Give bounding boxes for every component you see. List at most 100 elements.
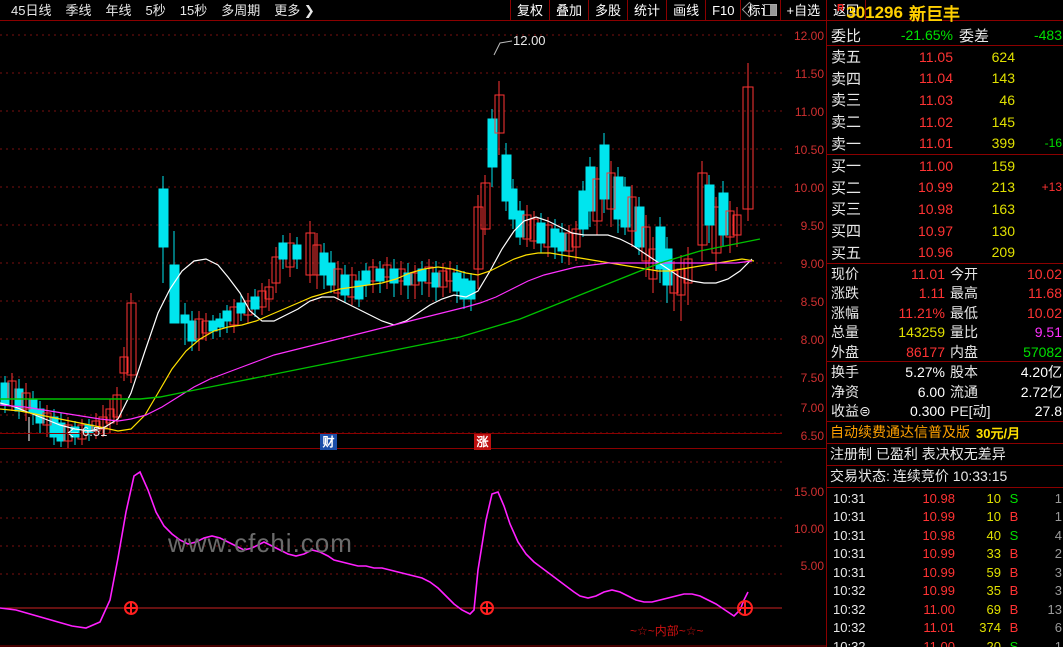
ask-2-volume: 145 [991, 113, 1015, 130]
tick-row[interactable]: 10:32 11.00 69 B 13 [827, 600, 1063, 619]
stat-row-change: 涨跌 1.11 最高 11.68 [827, 283, 1063, 303]
marker-cai[interactable]: 财 [320, 434, 337, 450]
toolbar-button-huaxian[interactable]: 画线 [666, 0, 707, 21]
tick-count: 3 [1054, 564, 1062, 580]
bid-2-volume: 213 [991, 179, 1015, 196]
current-price-label: 现价 [831, 265, 859, 282]
indicator-pane[interactable] [0, 450, 826, 647]
tick-price: 10.98 [922, 490, 955, 506]
tick-time: 10:31 [833, 546, 866, 562]
price-tick-1100: 11.00 [794, 105, 824, 119]
bid-levels: 买一 11.00 159 买二 10.99 213 +13 买三 10.98 1… [827, 155, 1063, 263]
indicator-tick-15: 15.00 [793, 485, 824, 499]
price-tick-850: 8.50 [800, 295, 824, 309]
outer-volume-value: 86177 [906, 343, 945, 360]
toolbar-item-5sec[interactable]: 5秒 [145, 3, 166, 18]
tick-side: B [1009, 601, 1019, 617]
toolbar-button-duogu[interactable]: 多股 [588, 0, 629, 21]
current-price-value: 11.01 [911, 265, 945, 282]
price-tick-650: 6.50 [800, 429, 824, 443]
stat-row-netasset: 净资 6.00 流通 2.72亿 [827, 382, 1063, 402]
ask-2-price: 11.02 [919, 113, 953, 130]
tick-volume: 33 [986, 546, 1001, 562]
tick-time: 10:32 [833, 583, 866, 599]
ask-5-label: 卖五 [831, 49, 862, 67]
eps-label: 收益⊜ [831, 403, 871, 420]
tick-count: 1 [1054, 490, 1062, 506]
bid-5-label: 买五 [831, 244, 862, 262]
tick-time: 10:32 [833, 638, 866, 647]
tick-side: B [1009, 564, 1019, 580]
ask-level-4[interactable]: 卖四 11.04 143 [827, 68, 1063, 90]
bid-4-price: 10.97 [917, 222, 953, 239]
tick-price: 10.99 [922, 546, 955, 562]
ticks-divider [827, 486, 1063, 488]
toolbar-button-tongji[interactable]: 统计 [627, 0, 668, 21]
candle-series [0, 63, 754, 448]
tick-side: S [1009, 490, 1019, 506]
marker-zhang[interactable]: 涨 [474, 434, 491, 450]
bid-4-volume: 130 [991, 222, 1015, 239]
tick-row[interactable]: 10:32 10.99 35 B 3 [827, 581, 1063, 600]
bid-level-1[interactable]: 买一 11.00 159 [827, 155, 1063, 177]
toolbar-button-add-favorite[interactable]: +自选 [779, 0, 828, 21]
pe-label: PE[动] [950, 403, 991, 420]
bid-level-4[interactable]: 买四 10.97 130 [827, 220, 1063, 242]
toolbar-button-f10[interactable]: F10 [705, 0, 742, 21]
tick-price: 10.98 [922, 527, 955, 543]
tick-price: 11.00 [923, 601, 955, 617]
toolbar-item-more[interactable]: 更多 ❯ [274, 3, 315, 18]
tick-price: 10.99 [922, 564, 955, 580]
tick-count: 1 [1054, 509, 1062, 525]
promo-subscription[interactable]: 自动续费通达信普及版 30元/月 [827, 422, 1063, 443]
tick-row[interactable]: 10:32 11.01 374 B 6 [827, 618, 1063, 637]
tick-list[interactable]: 10:31 10.98 10 S 1 10:31 10.99 10 B 1 10… [827, 488, 1063, 647]
ask-level-5[interactable]: 卖五 11.05 624 [827, 46, 1063, 68]
stat-row-volume: 总量 143259 量比 9.51 [827, 322, 1063, 342]
ask-2-label: 卖二 [831, 114, 862, 132]
tick-price: 11.00 [923, 638, 955, 647]
price-tick-1150: 11.50 [794, 67, 824, 81]
tick-volume: 10 [986, 490, 1001, 506]
ask-level-2[interactable]: 卖二 11.02 145 [827, 111, 1063, 133]
tick-volume: 40 [986, 527, 1001, 543]
toolbar-item-year[interactable]: 年线 [105, 3, 132, 18]
tick-side: B [1009, 509, 1019, 525]
tick-row[interactable]: 10:32 11.00 20 S 1 [827, 637, 1063, 647]
price-tick-800: 8.00 [800, 333, 824, 347]
ma-line-green [0, 238, 761, 400]
bid-level-3[interactable]: 买三 10.98 163 [827, 198, 1063, 220]
signal-marker-2 [480, 601, 494, 615]
change-value: 1.11 [918, 285, 945, 302]
toolbar-button-diejia[interactable]: 叠加 [549, 0, 590, 21]
tick-volume: 35 [986, 583, 1001, 599]
bid-level-5[interactable]: 买五 10.96 209 [827, 241, 1063, 263]
toolbar-left-group: 45日线 季线 年线 5秒 15秒 多周期 更多 ❯ [4, 1, 322, 20]
ask-level-3[interactable]: 卖三 11.03 46 [827, 89, 1063, 111]
tick-row[interactable]: 10:31 10.98 10 S 1 [827, 489, 1063, 508]
stat-row-outer-inner: 外盘 86177 内盘 57082 [827, 342, 1063, 362]
bid-level-2[interactable]: 买二 10.99 213 +13 [827, 177, 1063, 199]
toolbar-button-fuquan[interactable]: 复权 [510, 0, 551, 21]
tick-volume: 10 [986, 509, 1001, 525]
trading-status-row: 交易状态: 连续竞价 10:33:15 [827, 466, 1063, 487]
tick-row[interactable]: 10:31 10.99 10 B 1 [827, 507, 1063, 526]
tick-count: 6 [1054, 620, 1062, 636]
tick-row[interactable]: 10:31 10.99 59 B 3 [827, 563, 1063, 582]
float-value: 2.72亿 [1020, 383, 1062, 400]
ma-line-white [0, 216, 753, 432]
bid-2-delta: +13 [1041, 180, 1062, 195]
shares-label: 股本 [950, 364, 978, 381]
tick-row[interactable]: 10:31 10.99 33 B 2 [827, 544, 1063, 563]
tick-row[interactable]: 10:31 10.98 40 S 4 [827, 526, 1063, 545]
toolbar-item-15sec[interactable]: 15秒 [179, 3, 208, 18]
toolbar-item-quarter[interactable]: 季线 [65, 3, 92, 18]
tick-price: 10.99 [922, 583, 955, 599]
ask-level-1[interactable]: 卖一 11.01 399 -16 [827, 132, 1063, 154]
change-label: 涨跌 [831, 285, 859, 302]
high-callout-leader [493, 40, 513, 56]
panel-icon[interactable] [764, 4, 777, 16]
toolbar-item-45day[interactable]: 45日线 [11, 3, 52, 18]
candlestick-chart[interactable] [0, 21, 826, 449]
toolbar-item-multiperiod[interactable]: 多周期 [221, 3, 261, 18]
